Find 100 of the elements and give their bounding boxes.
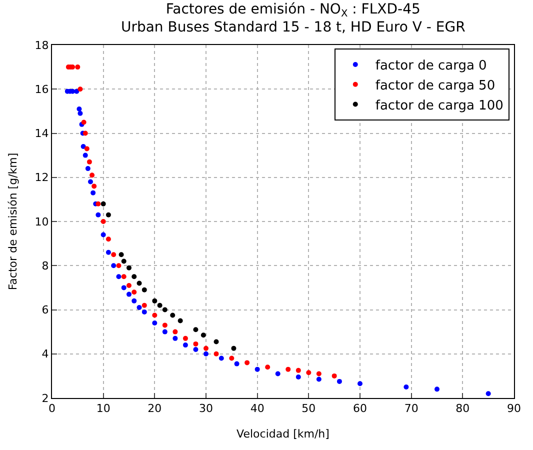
point (182, 336, 188, 341)
point (152, 320, 158, 326)
point (82, 152, 88, 158)
point (132, 290, 137, 295)
x-tick-label: 10 (96, 402, 110, 416)
point (170, 312, 176, 318)
point (204, 351, 208, 356)
point (90, 172, 95, 178)
y-tick-label: 18 (34, 38, 49, 52)
point (142, 287, 147, 292)
point (85, 166, 90, 172)
point (193, 327, 198, 332)
point (193, 346, 198, 352)
point (296, 374, 301, 380)
y-tick-label: 16 (34, 82, 49, 96)
point (218, 356, 224, 361)
point (121, 285, 126, 290)
point (162, 307, 168, 312)
point (178, 318, 183, 324)
x-tick-label: 40 (250, 402, 264, 416)
point (86, 159, 92, 164)
point (332, 373, 337, 378)
x-tick-label: 20 (148, 402, 162, 416)
point (121, 274, 126, 280)
point (275, 371, 280, 376)
y-tick-label: 14 (34, 127, 49, 140)
y-tick-label: 2 (42, 392, 49, 405)
y-tick-label: 12 (34, 171, 49, 184)
point (152, 312, 158, 318)
point (200, 332, 206, 338)
point (182, 342, 188, 348)
point (162, 329, 168, 334)
legend-label: factor de carga 0 (375, 58, 487, 74)
point (80, 144, 86, 149)
point (172, 336, 178, 341)
x-tick-label: 90 (507, 402, 521, 416)
point (126, 292, 132, 297)
point (78, 86, 83, 92)
point (358, 381, 362, 386)
point (106, 212, 111, 218)
x-tick-label: 70 (404, 402, 418, 416)
point (96, 201, 101, 206)
point (126, 282, 132, 288)
y-axis-title: Factor de emisión [g/km] (6, 152, 20, 290)
point (100, 232, 106, 238)
point (234, 361, 240, 366)
point (204, 346, 208, 351)
point (100, 219, 106, 224)
x-tick-label: 0 (48, 402, 56, 416)
legend-label: factor de carga 100 (375, 98, 504, 114)
point (286, 366, 291, 372)
point (142, 302, 147, 308)
point (336, 378, 342, 384)
point (75, 64, 80, 70)
point (116, 274, 122, 280)
x-tick-label: 80 (456, 402, 470, 416)
point (100, 201, 106, 206)
point (106, 236, 111, 242)
chart-title: Factores de emisión - NO$_{X}$ : FLXD-45 (166, 2, 420, 20)
chart-subtitle: Urban Buses Standard 15 - 18 t, HD Euro V - EGR (120, 20, 466, 36)
y-tick-label: 4 (42, 348, 49, 361)
x-tick-label: 60 (353, 402, 367, 416)
point (162, 322, 168, 328)
point (229, 356, 234, 361)
point (434, 386, 440, 392)
point (214, 351, 219, 356)
x-tick-label: 30 (199, 402, 213, 416)
point (193, 341, 198, 346)
y-tick-label: 8 (42, 259, 49, 272)
point (142, 309, 147, 314)
point (118, 252, 124, 258)
point (404, 384, 409, 390)
point (152, 298, 158, 304)
point (90, 190, 96, 196)
point (82, 130, 88, 136)
point (231, 346, 236, 351)
point (92, 184, 97, 189)
point (157, 302, 162, 308)
point (78, 110, 83, 116)
point (76, 106, 82, 112)
point (88, 179, 93, 184)
point (132, 274, 137, 280)
y-tick-label: 6 (42, 304, 49, 317)
point (74, 88, 80, 94)
point (96, 212, 101, 218)
x-axis-title: Velocidad [km/h] (236, 427, 330, 440)
point (111, 252, 116, 258)
point (116, 263, 122, 268)
point (84, 146, 90, 152)
point (316, 376, 322, 382)
legend-label: factor de carga 50 (375, 78, 496, 94)
point (265, 364, 270, 370)
point (111, 263, 116, 268)
point (486, 391, 491, 396)
y-tick-label: 10 (34, 215, 49, 228)
point (306, 370, 312, 376)
point (132, 298, 137, 304)
point (316, 371, 322, 376)
point (126, 265, 132, 270)
point (136, 280, 142, 286)
